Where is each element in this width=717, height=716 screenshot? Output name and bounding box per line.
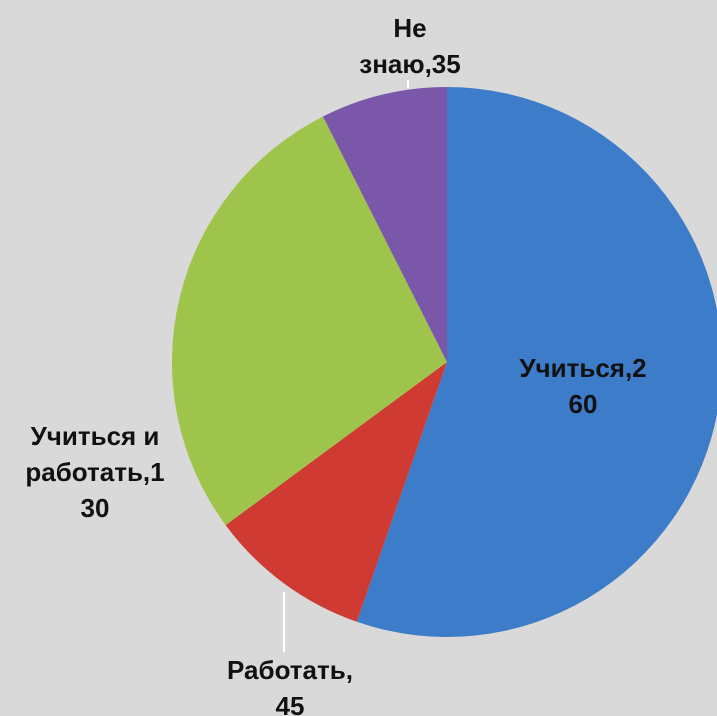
data-label-line: Работать, [227, 655, 353, 685]
data-label-line: знаю,35 [359, 49, 460, 79]
labels: Учиться,2 60 Работать, 45 Учиться и работать,… [25, 13, 646, 716]
data-label-line: 60 [569, 389, 598, 419]
slices [171, 87, 717, 637]
pie-slice [322, 87, 447, 362]
data-label: Учиться,2 60 [519, 353, 646, 419]
data-label-line: работать,1 [25, 457, 164, 487]
data-label: Работать, 45 [227, 655, 353, 716]
data-label-line: 30 [81, 493, 110, 523]
data-label: Учиться и работать,1 30 [25, 421, 164, 523]
data-label-line: Учиться и [31, 421, 160, 451]
pie-slice [171, 116, 448, 526]
pie-slice [356, 87, 717, 637]
data-label-line: Не [393, 13, 426, 43]
data-label: Не знаю,35 [359, 13, 460, 79]
data-label-line: 45 [276, 691, 305, 716]
pie-slice [225, 362, 447, 622]
data-label-line: Учиться,2 [519, 353, 646, 383]
